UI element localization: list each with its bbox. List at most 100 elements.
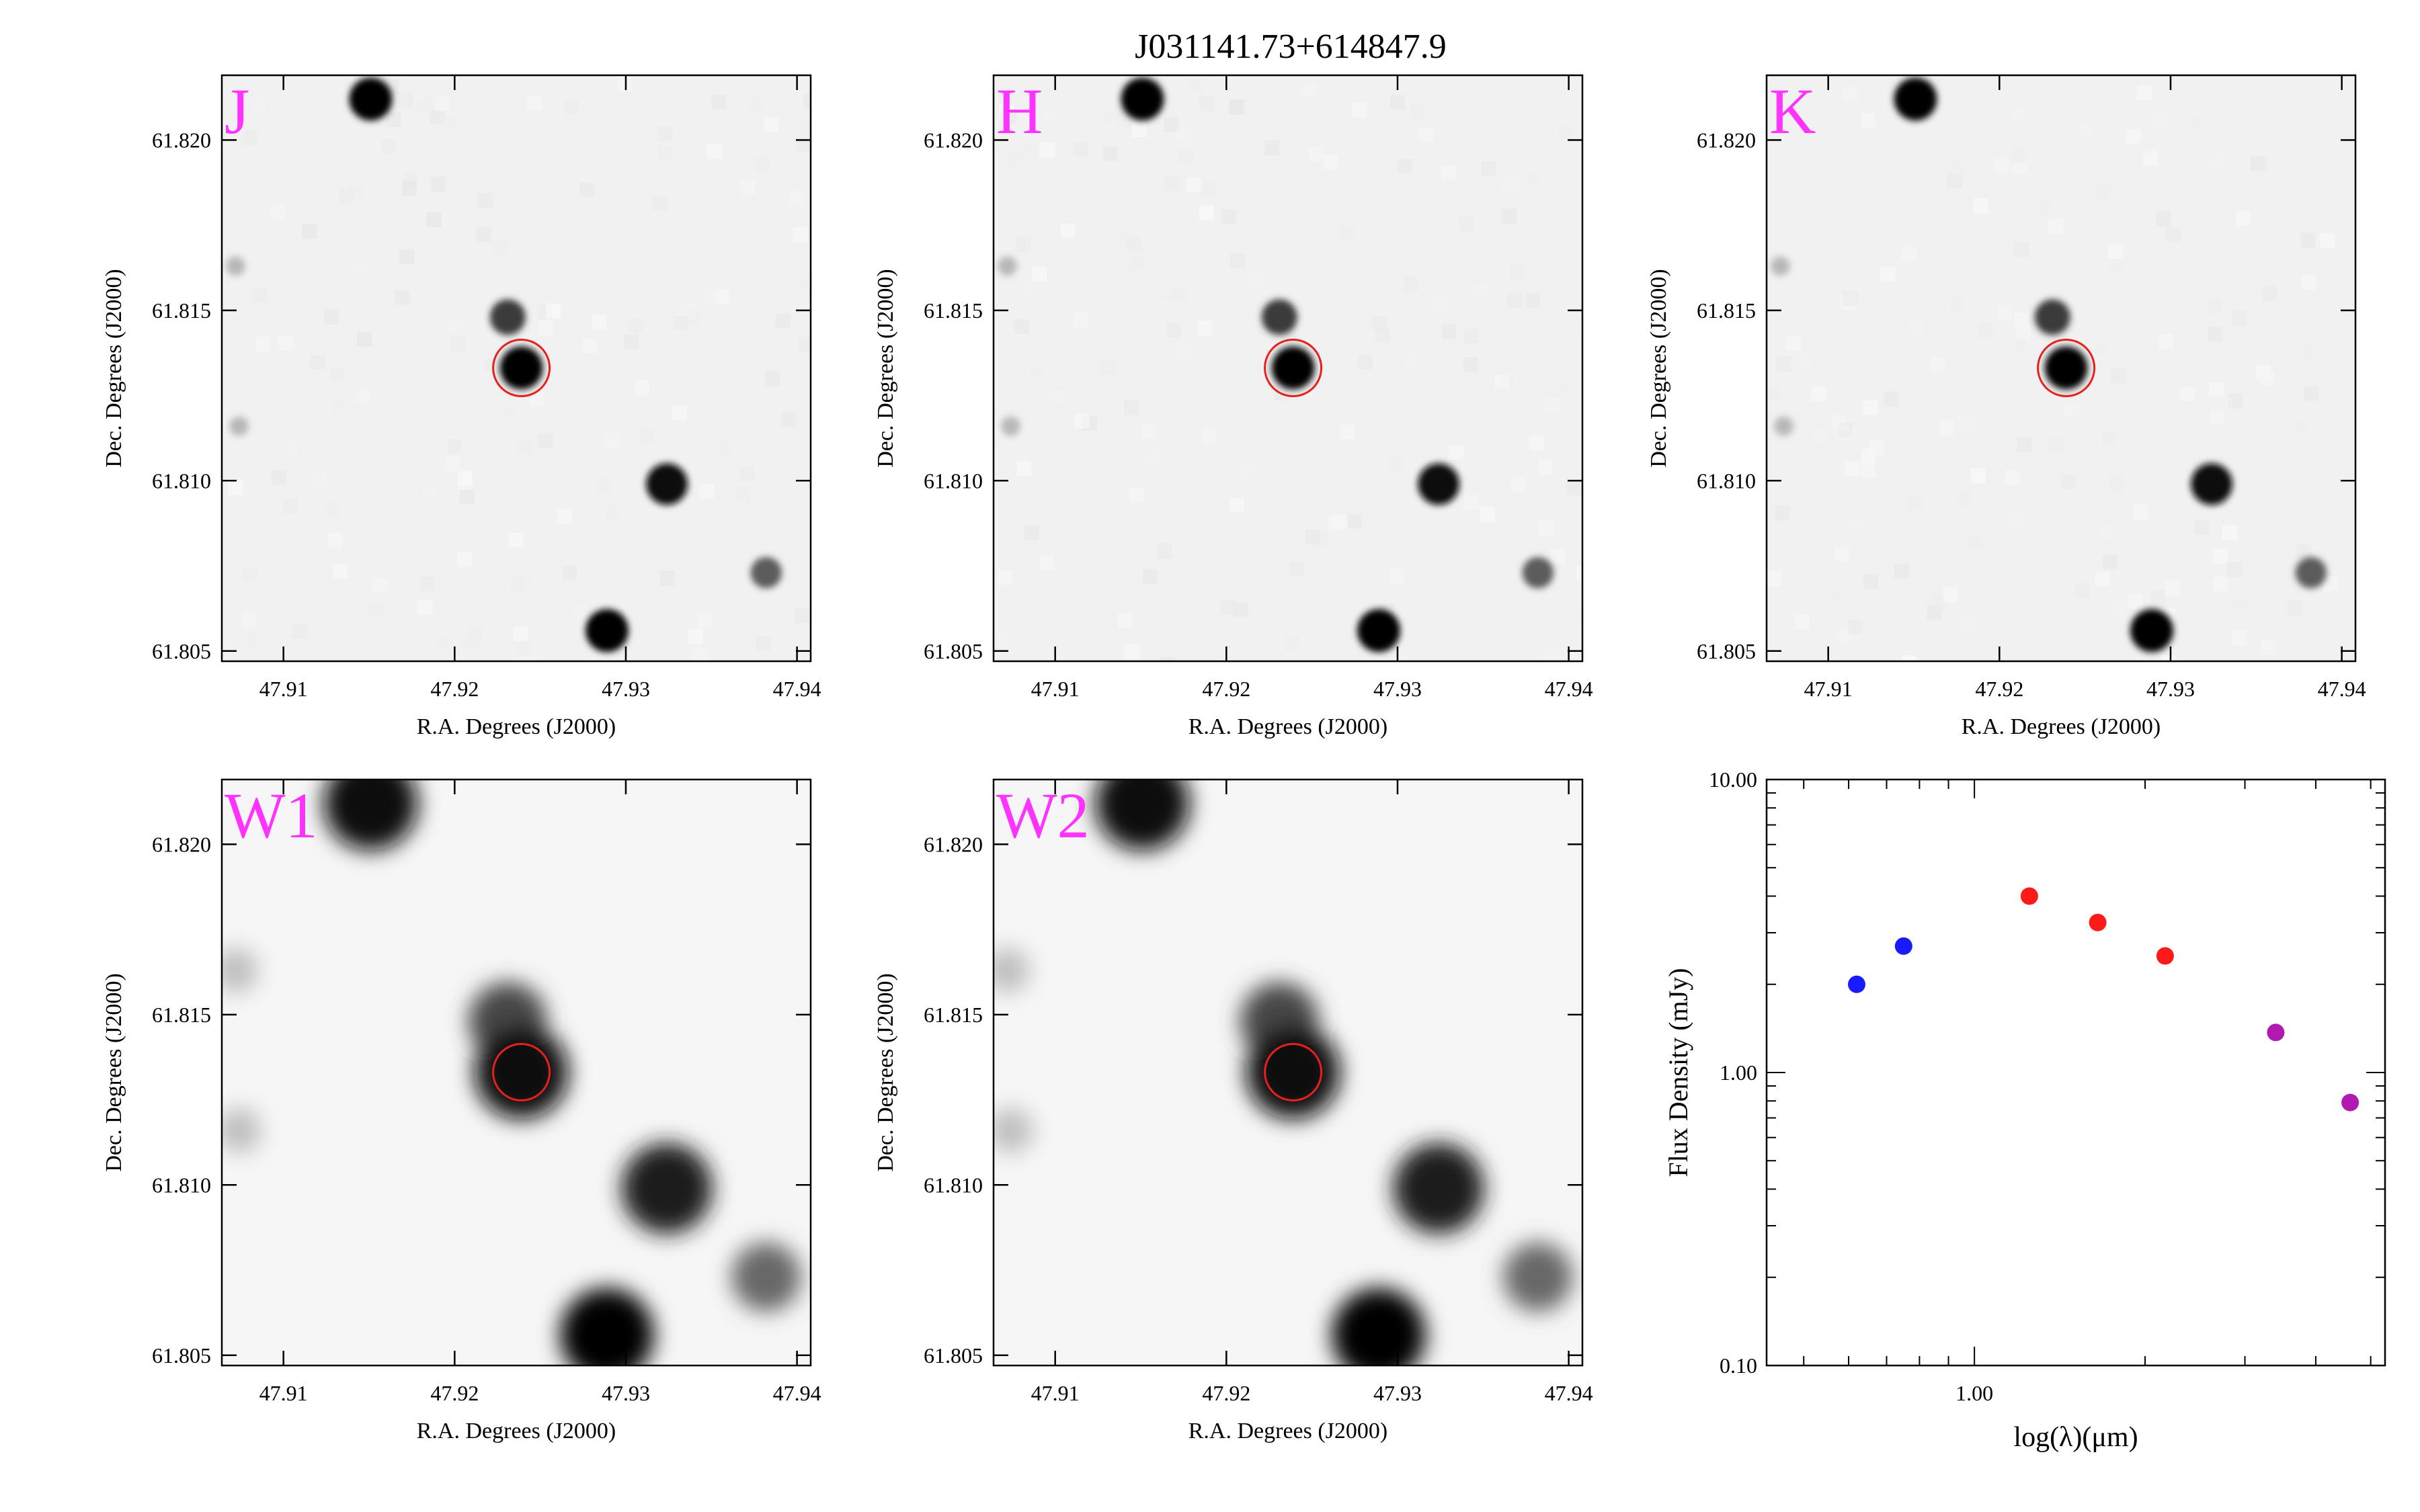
noise-pixel <box>657 126 673 141</box>
noise-pixel <box>1039 142 1055 158</box>
noise-pixel <box>1142 569 1158 584</box>
noise-pixel <box>1264 140 1280 156</box>
noise-pixel <box>2261 640 2276 655</box>
target-circle <box>1264 1043 1323 1101</box>
star-source <box>1261 299 1297 335</box>
ra-tick-label: 47.93 <box>602 677 650 701</box>
noise-pixel <box>2078 122 2093 137</box>
noise-pixel <box>2251 157 2266 171</box>
noise-pixel <box>1131 122 1147 138</box>
noise-pixel <box>516 642 531 657</box>
noise-pixel <box>2180 386 2195 401</box>
ra-tick-label: 47.92 <box>430 677 479 701</box>
noise-pixel <box>357 332 372 347</box>
noise-pixel <box>1770 106 1785 122</box>
star-source <box>1001 416 1020 436</box>
noise-pixel <box>270 204 285 220</box>
noise-pixel <box>1510 264 1525 279</box>
band-label: K <box>1769 75 1816 147</box>
noise-pixel <box>2292 421 2308 437</box>
noise-pixel <box>440 116 456 132</box>
noise-pixel <box>1397 159 1412 174</box>
noise-pixel <box>1901 246 1917 261</box>
noise-pixel <box>1389 94 1405 110</box>
noise-pixel <box>1146 450 1162 464</box>
noise-pixel <box>1043 575 1059 591</box>
noise-pixel <box>782 411 797 427</box>
dec-tick-label: 61.805 <box>924 639 983 663</box>
noise-pixel <box>292 623 308 638</box>
noise-pixel <box>1834 547 1850 562</box>
noise-pixel <box>2194 520 2210 536</box>
noise-pixel <box>1776 356 1791 372</box>
noise-pixel <box>2060 474 2076 489</box>
x-axis-label: R.A. Degrees (J2000) <box>1188 1419 1388 1443</box>
noise-pixel <box>1129 488 1144 503</box>
noise-pixel <box>1943 587 1958 602</box>
star-source <box>586 609 629 653</box>
noise-pixel <box>2134 560 2150 575</box>
noise-pixel <box>2064 403 2079 418</box>
ra-tick-label: 47.94 <box>1545 1381 1593 1405</box>
noise-pixel <box>381 139 397 155</box>
noise-pixel <box>1464 494 1480 509</box>
noise-pixel <box>1164 175 1180 191</box>
noise-pixel <box>1178 149 1194 165</box>
noise-pixel <box>1328 516 1344 532</box>
noise-pixel <box>2231 310 2247 326</box>
noise-pixel <box>698 484 714 499</box>
noise-pixel <box>1489 284 1504 300</box>
noise-pixel <box>1410 529 1425 544</box>
star-source <box>646 463 688 505</box>
noise-pixel <box>2133 505 2148 520</box>
star-source <box>1095 780 1190 851</box>
noise-pixel <box>1117 112 1131 127</box>
star-source <box>1774 416 1793 436</box>
noise-pixel <box>2211 154 2226 169</box>
noise-pixel <box>228 480 243 495</box>
noise-pixel <box>2009 106 2025 122</box>
noise-pixel <box>2154 114 2169 130</box>
noise-pixel <box>1126 237 1141 252</box>
noise-pixel <box>2111 601 2127 616</box>
noise-pixel <box>1351 103 1367 118</box>
noise-pixel <box>1580 318 1582 333</box>
noise-pixel <box>1544 647 1559 661</box>
noise-pixel <box>1845 517 1861 532</box>
noise-pixel <box>579 182 595 198</box>
noise-pixel <box>462 634 477 649</box>
noise-pixel <box>1994 158 2009 173</box>
noise-pixel <box>1830 591 1846 606</box>
noise-pixel <box>2321 283 2337 298</box>
noise-pixel <box>1861 112 1876 128</box>
noise-pixel <box>457 552 473 567</box>
star-source <box>2191 463 2232 505</box>
noise-pixel <box>1176 344 1191 360</box>
figure-title: J031141.73+614847.9 <box>1135 28 1447 66</box>
noise-pixel <box>1798 352 1813 368</box>
panel-frame <box>992 74 1584 663</box>
noise-pixel <box>1537 459 1553 474</box>
noise-pixel <box>1558 125 1574 140</box>
ra-tick-label: 47.93 <box>1373 677 1422 701</box>
noise-pixel <box>1410 105 1426 120</box>
noise-pixel <box>763 116 778 132</box>
y-axis-label: Dec. Degrees (J2000) <box>873 973 898 1172</box>
noise-pixel <box>1228 100 1244 115</box>
noise-pixel <box>2102 431 2117 446</box>
noise-pixel <box>513 626 528 641</box>
noise-pixel <box>1036 632 1051 647</box>
noise-pixel <box>1968 534 1982 550</box>
noise-pixel <box>582 338 598 353</box>
noise-pixel <box>1172 287 1187 302</box>
noise-pixel <box>717 439 732 455</box>
dec-tick-label: 61.820 <box>152 832 211 856</box>
noise-pixel <box>2191 586 2206 601</box>
noise-pixel <box>1894 563 1909 579</box>
noise-pixel <box>1480 507 1495 522</box>
star-source <box>1246 1025 1340 1120</box>
sky-image <box>222 780 811 1366</box>
noise-pixel <box>688 628 703 644</box>
noise-pixel <box>2212 548 2228 564</box>
noise-pixel <box>1907 496 1923 511</box>
